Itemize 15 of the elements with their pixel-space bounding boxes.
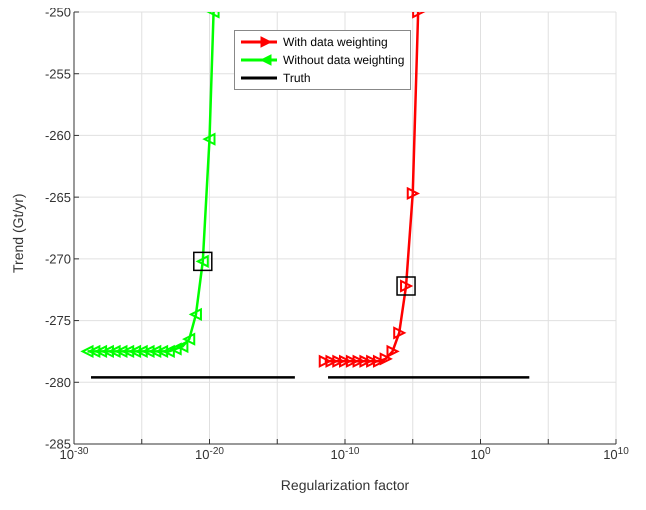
x-tick-label: 10$^{-10}$	[330, 446, 360, 462]
x-axis-title: Regularization factor	[280, 477, 410, 493]
x-tick-label: 10$^{10}$	[603, 446, 630, 462]
y-tick-label: -265	[44, 190, 71, 205]
y-tick-label: -270	[44, 251, 71, 266]
legend-label: With data weighting	[283, 35, 388, 49]
y-tick-label: -280	[44, 374, 71, 390]
x-tick-label: 10$^{0}$	[470, 446, 491, 462]
y-tick-label: -275	[44, 313, 71, 328]
y-tick-label: -255	[44, 66, 71, 82]
legend-label: Truth	[283, 71, 311, 85]
x-tick-label: 10$^{-20}$	[195, 446, 224, 462]
y-axis-title: Trend (Gt/yr)	[10, 193, 26, 273]
legend-label: Without data weighting	[283, 53, 404, 67]
y-tick-label: -260	[44, 128, 71, 144]
